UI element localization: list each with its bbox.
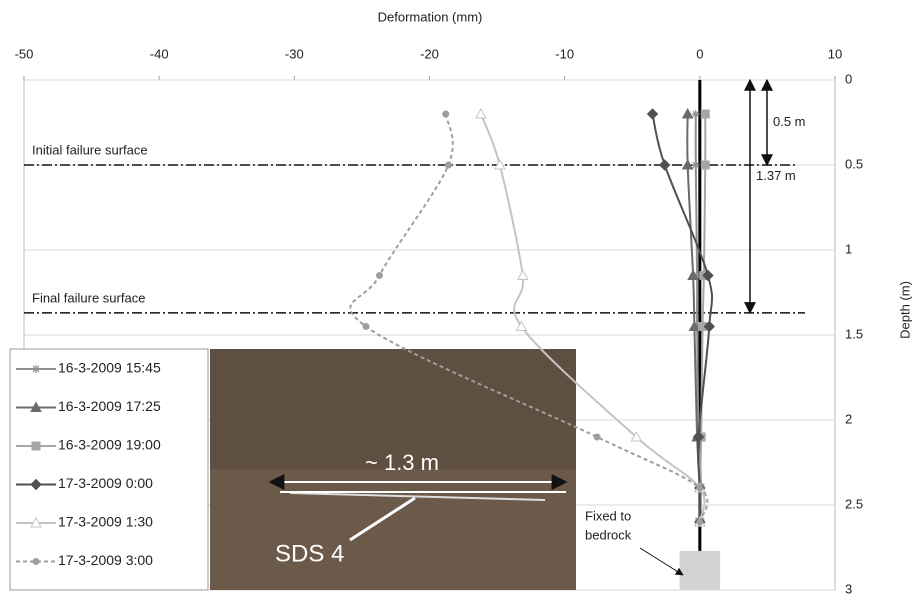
legend-label: 16-3-2009 15:45: [58, 360, 161, 376]
marker: [646, 108, 659, 120]
marker: [30, 478, 42, 491]
x-tick-label: 0: [696, 46, 703, 61]
marker: [31, 441, 41, 451]
legend-label: 17-3-2009 0:00: [58, 475, 153, 491]
failure-surface-label: Final failure surface: [32, 290, 145, 305]
marker: [515, 320, 528, 331]
y-tick-label: 0: [845, 71, 852, 86]
marker: [362, 323, 370, 330]
marker: [691, 161, 700, 169]
marker: [444, 161, 452, 169]
marker: [593, 433, 601, 441]
y-tick-label: 1.5: [845, 326, 863, 341]
marker: [32, 558, 40, 565]
x-axis-title: Deformation (mm): [378, 9, 483, 24]
legend-label: 16-3-2009 17:25: [58, 398, 161, 414]
series-line: [349, 113, 709, 523]
bedrock-label: bedrock: [585, 527, 632, 542]
marker: [30, 401, 42, 412]
failure-surface-label: Initial failure surface: [32, 142, 148, 157]
legend-label: 17-3-2009 3:00: [58, 552, 153, 568]
y-tick-label: 1: [845, 241, 852, 256]
marker: [375, 272, 383, 279]
legend: 16-3-2009 15:45 16-3-2009 17:25 16-3-2009 …: [9, 348, 209, 591]
pointer: [349, 496, 416, 542]
marker: [630, 430, 643, 442]
bedrock-label: Fixed to: [585, 508, 631, 523]
marker: [442, 110, 450, 118]
marker: [692, 431, 705, 443]
marker: [475, 107, 487, 119]
dimension-label: 0.5 m: [773, 114, 806, 129]
dimension-label: 1.37 m: [756, 168, 796, 183]
y-tick-label: 3: [845, 581, 852, 596]
marker: [693, 271, 702, 280]
marker: [493, 158, 506, 170]
marker: [702, 269, 714, 282]
photo-inset: ~ 1.3 m SDS 4: [210, 349, 576, 590]
marker: [516, 269, 529, 280]
marker: [681, 158, 694, 170]
bedrock-arrow: [639, 547, 684, 576]
legend-label: 16-3-2009 19:00: [58, 437, 161, 453]
x-tick-label: 10: [828, 46, 842, 61]
y-tick-label: 2.5: [845, 496, 863, 511]
marker: [696, 484, 704, 492]
y-tick-label: 2: [845, 411, 852, 426]
marker: [691, 110, 700, 118]
x-tick-label: -50: [15, 46, 34, 61]
bedrock: [679, 550, 721, 590]
marker: [30, 516, 42, 528]
x-tick-label: -40: [150, 46, 169, 61]
legend-box: [9, 348, 209, 591]
marker: [703, 320, 716, 333]
x-tick-label: -20: [420, 46, 439, 61]
y-tick-label: 0.5: [845, 156, 863, 171]
y-axis-title: Depth (m): [897, 281, 912, 339]
marker: [681, 107, 694, 119]
marker: [688, 320, 701, 331]
marker: [696, 518, 704, 526]
photo-label: ~ 1.3 m: [365, 450, 439, 475]
x-tick-label: -10: [555, 46, 574, 61]
marker: [700, 109, 710, 119]
marker: [687, 269, 699, 280]
pipe: [289, 492, 546, 501]
marker: [700, 160, 710, 170]
x-tick-label: -30: [285, 46, 304, 61]
marker: [658, 159, 671, 171]
photo-label: SDS 4: [275, 540, 344, 567]
photo-shade: [210, 349, 576, 469]
marker: [32, 365, 40, 373]
legend-label: 17-3-2009 1:30: [58, 514, 153, 530]
